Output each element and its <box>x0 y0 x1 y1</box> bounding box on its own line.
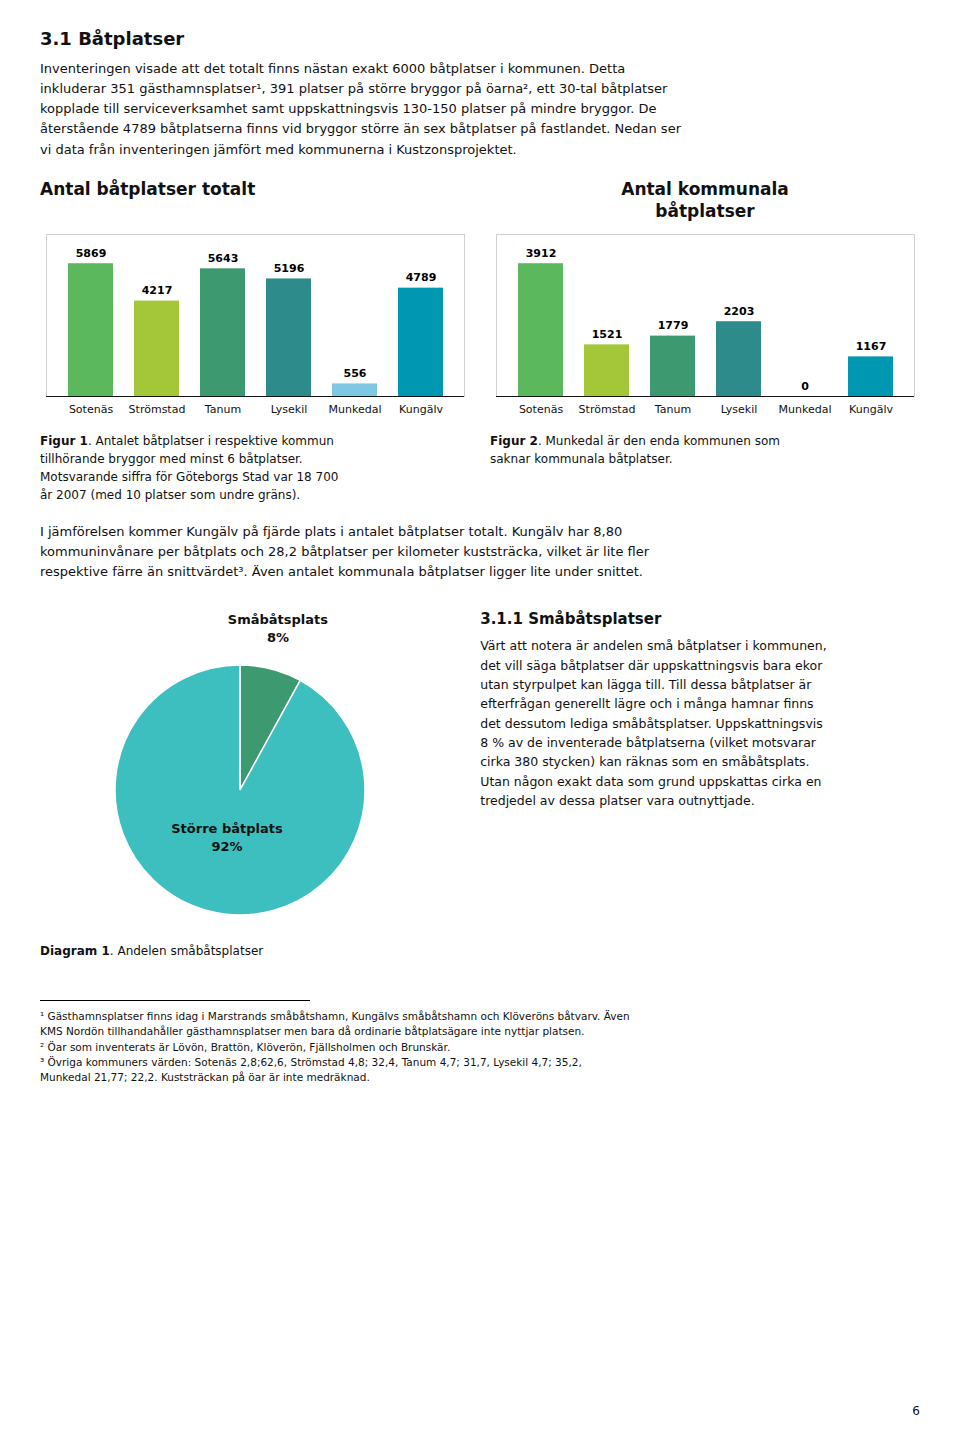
svg-text:5643: 5643 <box>208 252 239 265</box>
html-text:Figur 2. Munkedal är den enda: Figur 2. Munkedal är den enda kommunen s… <box>490 433 780 466</box>
svg-text:1521: 1521 <box>592 328 623 341</box>
svg-text:2203: 2203 <box>724 304 755 317</box>
svg-text:Strömstad: Strömstad <box>579 403 636 416</box>
html-text:Värt att notera är andelen små: Värt att notera är andelen små båtplatse… <box>480 638 827 809</box>
svg-text:5196: 5196 <box>274 262 305 275</box>
svg-text:4789: 4789 <box>406 271 437 284</box>
svg-text:0: 0 <box>801 379 809 392</box>
svg-text:1779: 1779 <box>658 319 689 332</box>
svg-text:Strömstad: Strömstad <box>129 403 186 416</box>
svg-text:Sotenäs: Sotenäs <box>69 403 114 416</box>
html-text:I jämförelsen kommer Kungälv p: I jämförelsen kommer Kungälv på fjärde p… <box>40 523 649 579</box>
svg-text:1167: 1167 <box>856 340 887 353</box>
svg-text:5869: 5869 <box>76 246 107 259</box>
svg-text:3912: 3912 <box>526 246 557 259</box>
html-text:Inventeringen visade att det t: Inventeringen visade att det totalt finn… <box>40 61 681 157</box>
html-text:¹ Gästhamnsplatser finns idag: ¹ Gästhamnsplatser finns idag i Marstran… <box>40 1010 630 1038</box>
svg-text:Lysekil: Lysekil <box>271 403 308 416</box>
svg-text:Tanum: Tanum <box>654 403 691 416</box>
svg-text:Munkedal: Munkedal <box>779 403 832 416</box>
html-text:³ Övriga kommuners värden: Sot: ³ Övriga kommuners värden: Sotenäs 2,8;6… <box>40 1055 582 1083</box>
svg-text:556: 556 <box>344 367 367 380</box>
svg-text:Lysekil: Lysekil <box>721 403 758 416</box>
html-text:6: 6 <box>912 1404 920 1418</box>
svg-text:Kungälv: Kungälv <box>399 403 443 416</box>
svg-text:Munkedal: Munkedal <box>329 403 382 416</box>
html-text:3.1 Båtplatser: 3.1 Båtplatser <box>40 28 185 49</box>
html-text:Diagram 1. Andelen småbåtsplat: Diagram 1. Andelen småbåtsplatser <box>40 944 264 959</box>
svg-text:Större båtplats92%: Större båtplats92% <box>171 821 283 854</box>
svg-text:Tanum: Tanum <box>204 403 241 416</box>
html-text:Antal båtplatser totalt: Antal båtplatser totalt <box>40 178 256 199</box>
svg-text:Sotenäs: Sotenäs <box>519 403 564 416</box>
svg-text:Småbåtsplats8%: Småbåtsplats8% <box>228 612 328 645</box>
html-text:² Öar som inventerats är Lövön: ² Öar som inventerats är Lövön, Brattön,… <box>40 1040 451 1053</box>
html-text:Figur 1. Antalet båtplatser i: Figur 1. Antalet båtplatser i respektive… <box>40 433 339 502</box>
html-text:3.1.1 Småbåtsplatser: 3.1.1 Småbåtsplatser <box>480 610 662 629</box>
svg-text:Kungälv: Kungälv <box>849 403 893 416</box>
html-text:Antal kommunala båtplatser: Antal kommunala båtplatser <box>621 178 789 221</box>
svg-text:4217: 4217 <box>142 284 173 297</box>
